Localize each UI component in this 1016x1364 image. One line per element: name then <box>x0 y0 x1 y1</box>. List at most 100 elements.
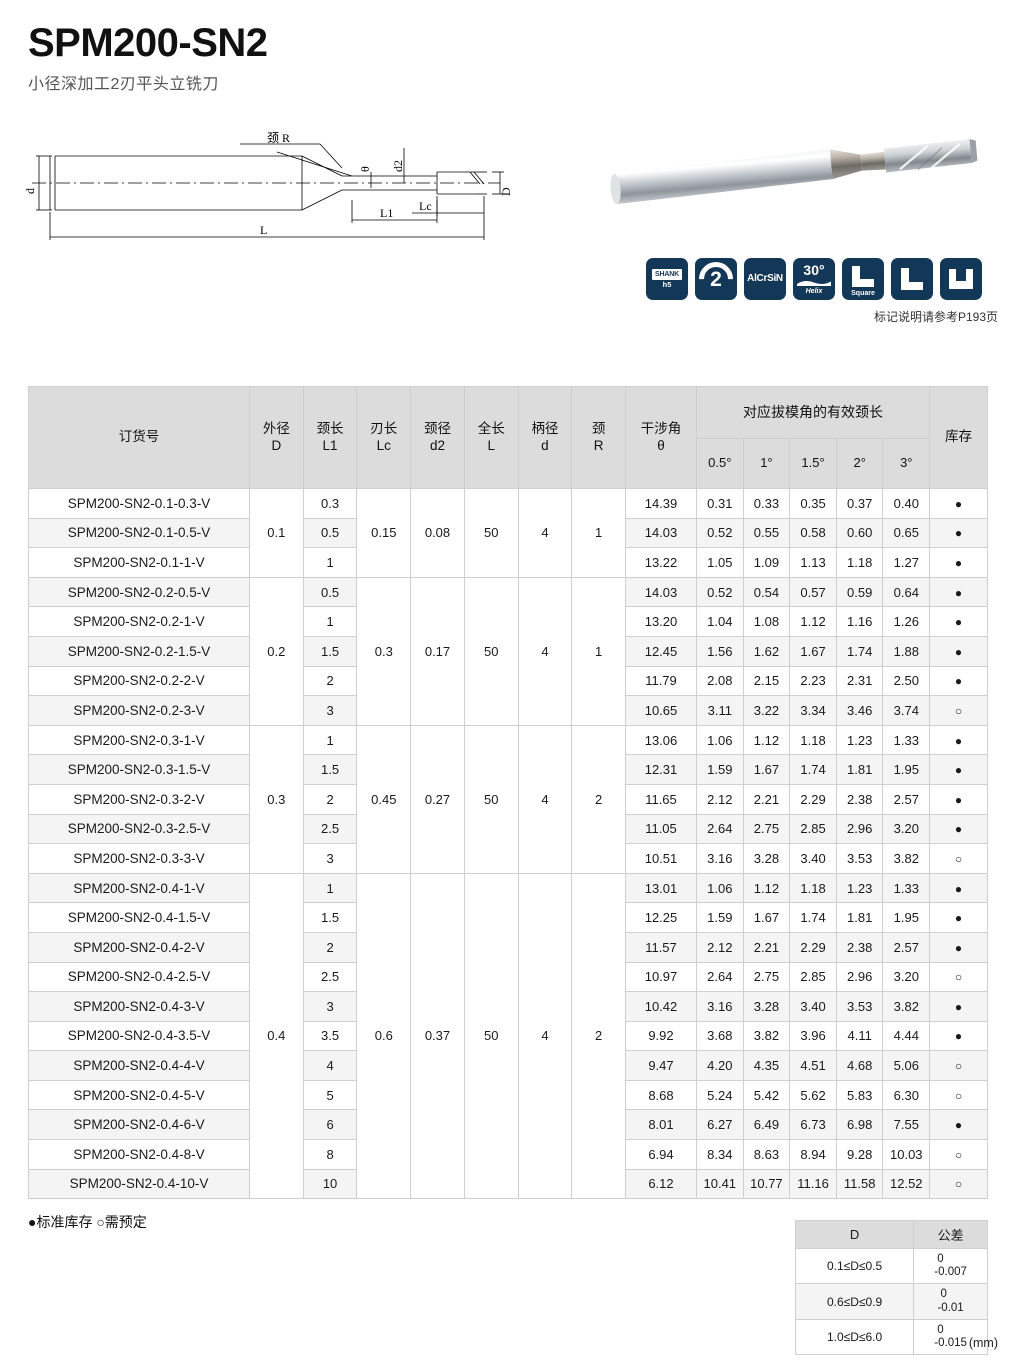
stock-legend: ●标准库存 ○需预定 <box>28 1214 147 1230</box>
cell-neck-dia: 0.17 <box>410 576 465 726</box>
cell-outer-dia: 0.3 <box>248 724 304 874</box>
cell-shank-dia: 4 <box>517 724 573 874</box>
table-row: SPM200-SN2-0.2-0.5-V 0.2 0.5 0.3 0.17 50 4 1 14.… <box>28 576 988 726</box>
cell-effective-neck-4: 1.27 <box>882 547 931 578</box>
cell-effective-neck-2: 5.62 <box>789 1079 837 1111</box>
tol-upper: 0 <box>937 1323 944 1336</box>
cell-stock-mark: ○ <box>929 1139 988 1170</box>
tolerance-row: 0.1≤D≤0.5 0 -0.007 <box>794 1247 988 1285</box>
cell-effective-neck-4: 6.30 <box>882 1079 931 1111</box>
cell-effective-neck-3: 1.23 <box>835 872 884 904</box>
cell-effective-neck-2: 1.12 <box>789 606 837 637</box>
cell-stock-mark: ● <box>929 517 988 549</box>
badge-flutes-number: 2 <box>710 267 722 291</box>
badge-flute-count: 2 <box>695 258 737 300</box>
cell-interference-angle: 8.01 <box>625 1109 697 1141</box>
cell-effective-neck-4: 3.20 <box>882 961 931 993</box>
cell-order-no: SPM200-SN2-0.4-10-V <box>28 1168 250 1200</box>
cell-stock-mark: ● <box>929 635 988 667</box>
table-row: SPM200-SN2-0.4-3.5-V 3.5 9.92 3.68 3.82 3.96 4… <box>28 1020 988 1052</box>
badge-helix-label: Helix <box>805 287 823 295</box>
specification-table: 订货号 外径 D 颈长 L1 刃长 Lc 颈径 d2 全长 L 柄径 <box>28 386 988 1200</box>
page-header: SPM200-SN2 小径深加工2刃平头立铣刀 <box>28 22 268 94</box>
drawing-label-L: L <box>260 223 267 237</box>
cell-neck-len: 6 <box>302 1109 358 1141</box>
stock-mark-icon: ● <box>954 792 963 807</box>
tol-upper: 0 <box>940 1288 947 1301</box>
cell-effective-neck-0: 0.31 <box>695 488 744 519</box>
cell-effective-neck-2: 1.18 <box>789 724 837 756</box>
th-tol-d: D <box>794 1220 915 1249</box>
cell-effective-neck-0: 3.68 <box>695 1020 744 1052</box>
stock-mark-icon: ● <box>954 911 963 926</box>
cell-neck-dia: 0.37 <box>410 872 465 1200</box>
cell-order-no: SPM200-SN2-0.4-3.5-V <box>28 1020 250 1052</box>
cell-neck-len: 1 <box>302 606 358 637</box>
badge-helix-degrees: 30° <box>803 261 825 278</box>
cell-effective-neck-0: 2.08 <box>695 665 744 697</box>
cell-effective-neck-1: 3.82 <box>742 1020 791 1052</box>
cell-neck-len: 1.5 <box>302 635 358 667</box>
cell-effective-neck-0: 5.24 <box>695 1079 744 1111</box>
tol-lower: -0.01 <box>937 1301 964 1314</box>
cell-interference-angle: 14.03 <box>625 576 697 608</box>
cell-interference-angle: 10.65 <box>625 695 697 726</box>
cell-neck-len: 1 <box>302 724 358 756</box>
table-row: SPM200-SN2-0.3-2.5-V 2.5 11.05 2.64 2.75 2.85… <box>28 813 988 845</box>
cell-effective-neck-2: 2.29 <box>789 783 837 815</box>
cell-effective-neck-4: 0.64 <box>882 576 931 608</box>
cell-interference-angle: 10.97 <box>625 961 697 993</box>
th-angle-0: 0.5° <box>695 438 744 489</box>
cell-effective-neck-0: 0.52 <box>695 576 744 608</box>
cell-stock-mark: ● <box>929 783 988 815</box>
th-tol-value: 公差 <box>913 1220 988 1249</box>
cell-effective-neck-3: 1.81 <box>835 754 884 785</box>
cell-effective-neck-4: 3.74 <box>882 695 931 726</box>
cell-neck-len: 1.5 <box>302 754 358 785</box>
cell-order-no: SPM200-SN2-0.4-3-V <box>28 991 250 1022</box>
th-total-len-sym: L <box>487 437 495 453</box>
drawing-label-d2: d2 <box>391 160 405 172</box>
tolerance-head: D 公差 <box>794 1220 988 1249</box>
cell-flute-len: 0.3 <box>356 576 412 726</box>
cell-stock-mark: ● <box>929 931 988 963</box>
cell-neck-len: 1 <box>302 872 358 904</box>
table-row: SPM200-SN2-0.2-1.5-V 1.5 12.45 1.56 1.62 1.67… <box>28 635 988 667</box>
cell-effective-neck-0: 4.20 <box>695 1050 744 1081</box>
cell-effective-neck-2: 4.51 <box>789 1050 837 1081</box>
cell-effective-neck-3: 9.28 <box>835 1139 884 1170</box>
cell-effective-neck-2: 1.13 <box>789 547 837 578</box>
badge-corner-shape-l <box>891 258 933 300</box>
cell-stock-mark: ● <box>929 606 988 637</box>
cell-neck-len: 2 <box>302 783 358 815</box>
cell-order-no: SPM200-SN2-0.4-8-V <box>28 1139 250 1170</box>
cell-interference-angle: 12.25 <box>625 902 697 933</box>
cell-effective-neck-2: 2.29 <box>789 931 837 963</box>
cell-shank-dia: 4 <box>517 488 573 578</box>
th-flute-len-sym: Lc <box>376 437 391 453</box>
cell-neck-r: 1 <box>571 576 627 726</box>
cell-effective-neck-2: 1.74 <box>789 754 837 785</box>
cell-stock-mark: ● <box>929 902 988 933</box>
cell-effective-neck-3: 1.16 <box>835 606 884 637</box>
helix-wave-icon <box>797 280 831 286</box>
cell-effective-neck-2: 1.74 <box>789 902 837 933</box>
stock-mark-icon: ● <box>954 644 963 659</box>
cell-effective-neck-0: 3.11 <box>695 695 744 726</box>
marking-reference-note: 标记说明请参考P193页 <box>873 310 998 324</box>
cell-effective-neck-0: 8.34 <box>695 1139 744 1170</box>
table-row: SPM200-SN2-0.3-3-V 3 10.51 3.16 3.28 3.40 3.53… <box>28 843 988 874</box>
cell-effective-neck-1: 0.55 <box>742 517 791 549</box>
tolerance-body: 0.1≤D≤0.5 0 -0.007 0.6≤D≤0.9 0 -0.01 1.0≤D≤6.0… <box>794 1247 988 1356</box>
stock-mark-icon: ● <box>954 615 963 630</box>
cell-interference-angle: 11.65 <box>625 783 697 815</box>
th-neck-dia-cn: 颈径 <box>424 420 451 436</box>
cell-interference-angle: 11.57 <box>625 931 697 963</box>
table-row: SPM200-SN2-0.2-3-V 3 10.65 3.11 3.22 3.34 3.46… <box>28 695 988 726</box>
cell-stock-mark: ○ <box>929 1079 988 1111</box>
cell-stock-mark: ● <box>929 754 988 785</box>
cell-tol-value: 0 -0.007 <box>913 1247 988 1285</box>
table-row: SPM200-SN2-0.4-1.5-V 1.5 12.25 1.59 1.67 1.74… <box>28 902 988 933</box>
th-neck-r-cn: 颈 <box>591 420 606 436</box>
cell-effective-neck-4: 3.82 <box>882 991 931 1022</box>
